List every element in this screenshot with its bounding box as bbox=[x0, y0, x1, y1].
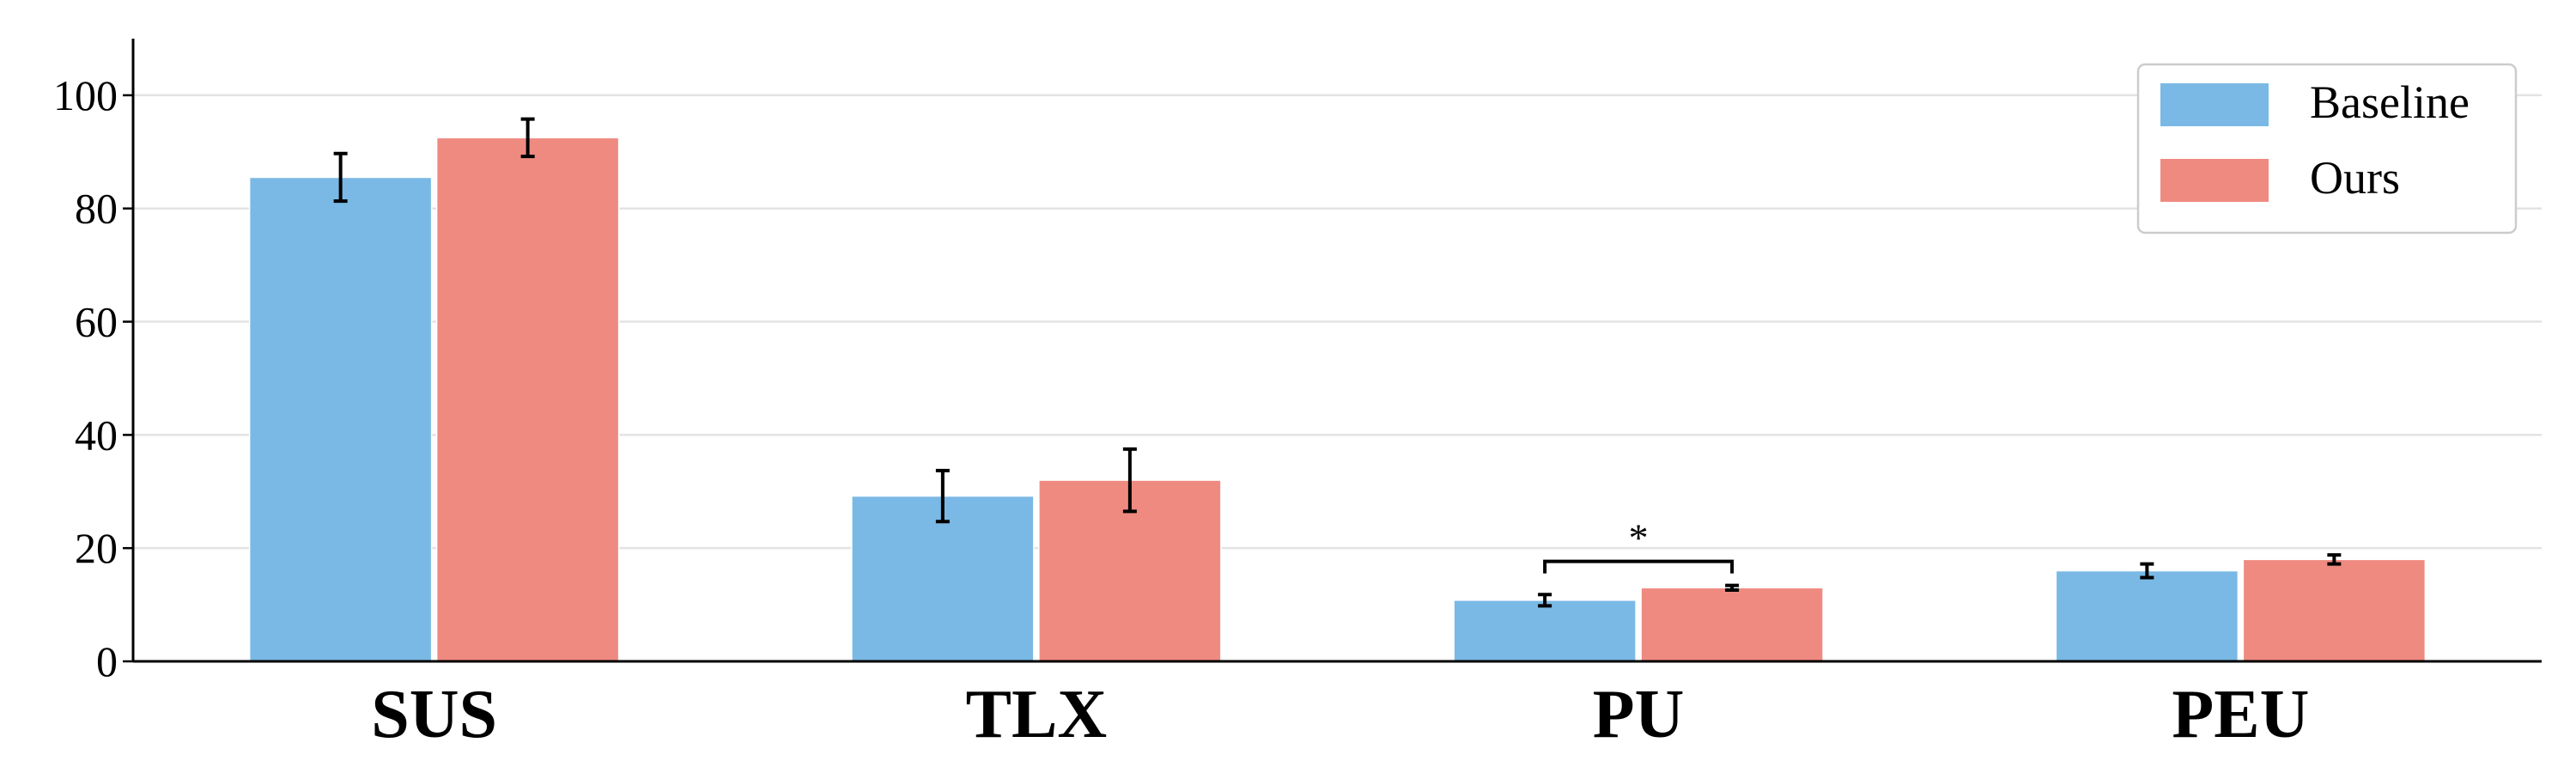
bar-ours-sus bbox=[435, 137, 620, 662]
annotations: * bbox=[1543, 516, 1735, 574]
x-tick-label: SUS bbox=[371, 677, 497, 752]
bar-baseline-peu bbox=[2055, 569, 2239, 662]
y-tick-label: 0 bbox=[96, 637, 118, 685]
y-tick-label: 40 bbox=[75, 411, 118, 459]
bar-baseline-tlx bbox=[851, 495, 1035, 662]
x-tick-label: PEU bbox=[2172, 677, 2309, 752]
significance-bracket bbox=[1543, 559, 1735, 574]
x-tick-label: TLX bbox=[966, 677, 1108, 752]
y-tick-label: 100 bbox=[53, 71, 118, 119]
bar-ours-peu bbox=[2242, 558, 2427, 662]
bar-ours-tlx bbox=[1038, 479, 1222, 662]
y-tick-label: 80 bbox=[75, 185, 118, 233]
bar-baseline-pu bbox=[1453, 600, 1637, 662]
legend-label: Baseline bbox=[2310, 76, 2470, 128]
bar-baseline-sus bbox=[248, 176, 433, 662]
legend-swatch bbox=[2160, 83, 2269, 126]
bar-ours-pu bbox=[1640, 587, 1824, 662]
x-tick-label: PU bbox=[1593, 677, 1685, 752]
bars bbox=[248, 137, 2427, 662]
y-tick-label: 20 bbox=[75, 524, 118, 572]
y-tick-label: 60 bbox=[75, 298, 118, 346]
legend-swatch bbox=[2160, 159, 2269, 202]
axes bbox=[123, 39, 2542, 663]
significance-label: * bbox=[1629, 516, 1649, 560]
error-bars bbox=[333, 117, 2342, 608]
legend-label: Ours bbox=[2310, 152, 2400, 204]
axis-labels: 0 20 40 60 80 100 SUS TLX PU PEU bbox=[53, 71, 2309, 752]
legend: Baseline Ours bbox=[2136, 63, 2518, 234]
